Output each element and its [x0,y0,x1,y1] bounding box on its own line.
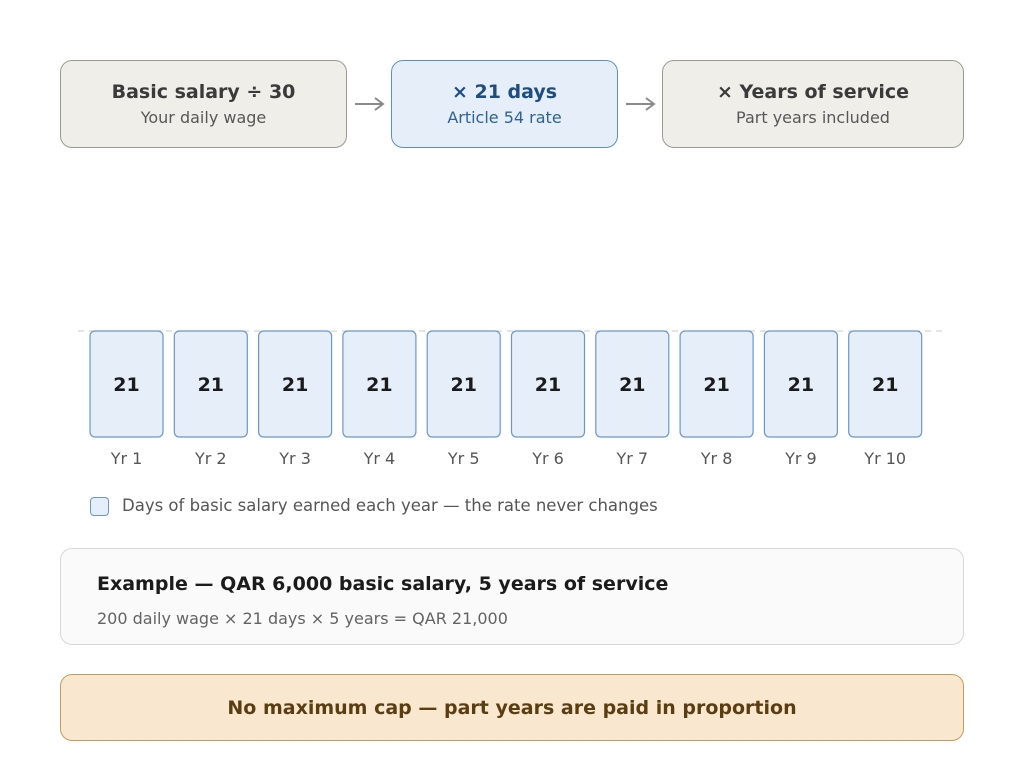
year-tick-label: Yr 5 [447,449,480,468]
formula-step-subtitle: Article 54 rate [447,108,562,128]
year-bar [258,330,333,438]
arrow-right-icon [355,97,385,111]
bar-value-label: 21 [113,374,139,396]
bar-value-label: 21 [872,374,898,396]
years-bar-chart: 21 Yr 1 21 Yr 2 21 Yr 3 21 Yr 4 21 Yr 5 21 Yr 6 21 Yr… [78,330,942,468]
year-bar [426,330,501,438]
example-title: Example — QAR 6,000 basic salary, 5 year… [97,573,669,595]
formula-step-title: × Years of service [716,80,910,103]
arrow-right-icon [626,97,656,111]
example-formula: 200 daily wage × 21 days × 5 years = QAR… [97,609,508,628]
bar-value-label: 21 [535,374,561,396]
bar-value-label: 21 [450,374,476,396]
year-tick-label: Yr 4 [363,449,396,468]
formula-step-title: Basic salary ÷ 30 [111,80,296,103]
year-tick-label: Yr 7 [615,449,648,468]
year-bar [342,330,417,438]
year-bar [679,330,754,438]
bar-value-label: 21 [282,374,308,396]
year-tick-label: Yr 6 [531,449,564,468]
formula-step-daily-wage: Basic salary ÷ 30 Your daily wage [60,60,347,148]
bar-value-label: 21 [366,374,392,396]
formula-step-title: × 21 days [451,80,558,103]
formula-step-days-rate: × 21 days Article 54 rate [391,60,618,148]
formula-step-years-service: × Years of service Part years included [662,60,964,148]
year-bar [595,330,670,438]
year-tick-label: Yr 1 [110,449,143,468]
example-card: Example — QAR 6,000 basic salary, 5 year… [60,548,964,645]
year-tick-label: Yr 2 [194,449,227,468]
bar-value-label: 21 [788,374,814,396]
formula-step-subtitle: Part years included [736,108,890,128]
year-tick-label: Yr 8 [700,449,733,468]
year-tick-label: Yr 10 [863,449,906,468]
legend-label: Days of basic salary earned each year — … [122,496,658,515]
year-bar [173,330,248,438]
year-bar [89,330,164,438]
formula-step-subtitle: Your daily wage [140,108,267,128]
bar-value-label: 21 [198,374,224,396]
year-bar [510,330,586,438]
no-cap-note: No maximum cap — part years are paid in … [60,674,964,741]
year-bar [848,330,923,438]
bar-value-label: 21 [703,374,729,396]
year-tick-label: Yr 3 [278,449,311,468]
year-bar [763,330,839,438]
legend-swatch [90,497,109,516]
bar-value-label: 21 [619,374,645,396]
note-text: No maximum cap — part years are paid in … [227,696,797,719]
year-tick-label: Yr 9 [784,449,817,468]
